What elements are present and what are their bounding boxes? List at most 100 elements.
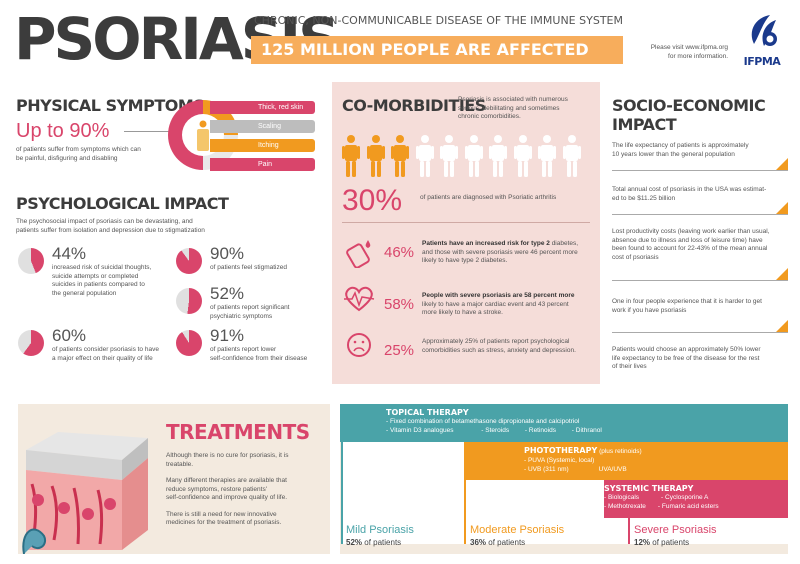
mild-stat: 52% of patients [346, 538, 401, 547]
socio-item-1-l1: The life expectancy of patients is appro… [612, 142, 749, 149]
photo-uvb: - UVB (311 nm) [524, 466, 569, 473]
symptom-bar-2: Scaling [210, 120, 315, 133]
socio-item-5: Patients would choose an approximately 5… [612, 346, 788, 372]
topical-retinoids: - Retinoids [524, 427, 556, 434]
psych-desc-5: of patients report lower self-confidence … [210, 346, 307, 363]
socio-item-4-l1: One in four people experience that it is… [612, 298, 762, 305]
comorb-text-2: People with severe psoriasis are 58 perc… [422, 292, 574, 318]
comorb-text-2-line-1: People with severe psoriasis are 58 perc… [422, 292, 574, 301]
moderate-text: of patients [488, 538, 526, 547]
ifpma-logo-icon [751, 15, 777, 46]
ifpma-logo-text: IFPMA [743, 55, 781, 68]
person-icon [440, 135, 458, 177]
person-icon [513, 135, 532, 177]
topical-dithranol: - Dithranol [571, 427, 602, 434]
ifpma-logo[interactable]: IFPMA [740, 12, 788, 68]
psych-desc-3-l1: of patients report significant [210, 304, 290, 311]
comorb-intro-line-2: serious, debilitating and sometimes [458, 104, 560, 112]
systemic-band [628, 480, 788, 518]
psych-desc-5-l2: self-confidence from their disease [210, 354, 308, 362]
comorb-normal-1: diabetes, [549, 240, 579, 247]
symptom-bar-4: Pain [210, 158, 315, 171]
socio-divider-1 [612, 170, 788, 171]
comorb-text-2-l2: likely to have a major cardiac event and… [422, 300, 569, 308]
topical-text: TOPICAL THERAPY - Fixed combination of b… [386, 408, 602, 435]
treatments-p2-line-3: self-confidence and improve quality of l… [166, 494, 288, 501]
severe-label: Severe Psoriasis [634, 524, 717, 536]
photo-note: (plus retinoids) [599, 448, 642, 455]
comorb-text-2-l3: more likely to have a stroke. [422, 309, 503, 316]
photo-text: PHOTOTHERAPY (plus retinoids) - PUVA (Sy… [524, 446, 642, 474]
moderate-stat: 36% of patients [470, 538, 525, 547]
comorb-text-1-l2: and those with severe psoriasis were 46 … [422, 248, 578, 256]
person-icon [489, 135, 507, 177]
moderate-column-line [464, 442, 466, 544]
systemic-cyclosporine: - Cyclosporine A [661, 494, 709, 501]
psych-desc-2-l1: of patients feel stigmatized [210, 264, 287, 271]
person-icon [464, 135, 483, 177]
psych-pie-3 [176, 288, 202, 314]
comorb-text-1-l3: likely to have type 2 diabetes. [422, 257, 508, 264]
physical-connector [124, 131, 174, 132]
topical-line-1: - Fixed combination of betamethasone dip… [386, 418, 580, 425]
socio-item-4: One in four people experience that it is… [612, 298, 788, 315]
photo-line-2: - UVB (311 nm) UVA/UVB [524, 465, 642, 474]
socio-corner-4 [776, 320, 788, 332]
person-icon [366, 135, 385, 177]
physical-heading: PHYSICAL SYMPTOMS [16, 96, 205, 115]
socio-item-5-l2: life expectancy to be free of the diseas… [612, 354, 760, 362]
pa-text: of patients are diagnosed with Psoriatic… [420, 194, 557, 201]
psych-heading: PSYCHOLOGICAL IMPACT [16, 194, 229, 213]
psych-desc-1-l2: suicide attempts or completed [52, 272, 139, 280]
physical-desc: of patients suffer from symptoms which c… [16, 146, 141, 163]
mild-pct: 52% [346, 538, 363, 547]
comorb-bold-2: People with severe psoriasis are 58 perc… [422, 292, 575, 299]
psych-pct-1: 44% [52, 244, 87, 263]
severe-text: of patients [652, 538, 690, 547]
photo-band [464, 442, 788, 480]
socio-item-3-l4: cost of psoriasis [612, 253, 659, 261]
socio-item-1-l2: 10 years lower than the general populati… [612, 150, 735, 158]
treatments-heading: TREATMENTS [166, 420, 310, 444]
socio-heading: SOCIO-ECONOMIC IMPACT [612, 96, 766, 134]
comorb-bold-1: Patients have an increased risk for type… [422, 240, 550, 247]
psych-pie-2 [176, 248, 202, 274]
pa-percent: 30% [342, 184, 403, 217]
person-icon [415, 135, 434, 177]
page-subtitle: CHRONIC, NON-COMMUNICABLE DISEASE OF THE… [254, 14, 623, 27]
socio-item-1: The life expectancy of patients is appro… [612, 142, 788, 159]
comorb-intro: Psoriasis is associated with numerous se… [458, 96, 568, 122]
socio-item-3-l2: absence due to illness and loss of leisu… [612, 236, 763, 244]
sad-face-icon [346, 332, 372, 363]
comorb-divider [342, 222, 590, 223]
socio-item-4-l2: work if you have psoriasis [612, 306, 687, 314]
topical-vitamin: - Vitamin D3 analogues [386, 427, 454, 434]
systemic-biologicals: - Biologicals [604, 494, 640, 501]
mild-column-bg [343, 442, 464, 544]
treatments-p3-line-2: medicines for the treatment of psoriasis… [166, 519, 282, 526]
socio-corner-2 [776, 202, 788, 214]
socio-item-5-l3: of their lives [612, 363, 647, 370]
comorb-text-1-line-1: Patients have an increased risk for type… [422, 240, 578, 249]
socio-corner-3 [776, 268, 788, 280]
comorb-pct-2: 58% [384, 296, 415, 313]
topical-line-2: - Vitamin D3 analogues - Steroids - Reti… [386, 426, 602, 435]
skin-illustration [18, 404, 158, 559]
psych-pie-1 [18, 248, 44, 274]
psych-pct-4: 60% [52, 326, 87, 345]
psych-pct-2: 90% [210, 244, 245, 263]
psych-desc-1-l1: increased risk of suicidal thoughts, [52, 264, 152, 271]
socio-item-5-l1: Patients would choose an approximately 5… [612, 346, 761, 353]
topical-title: TOPICAL THERAPY [386, 408, 469, 417]
socio-divider-4 [612, 332, 788, 333]
psych-desc-5-l1: of patients report lower [210, 346, 277, 353]
moderate-column-bg [466, 480, 628, 544]
psych-pie-5 [176, 330, 202, 356]
heartbeat-icon [342, 286, 376, 317]
psych-desc-4-l1: of patients consider psoriasis to have [52, 346, 159, 353]
photo-uva: UVA/UVB [598, 466, 627, 473]
photo-title: PHOTOTHERAPY [524, 446, 598, 455]
comorb-intro-line-1: Psoriasis is associated with numerous [458, 96, 568, 103]
psych-pct-3: 52% [210, 284, 245, 303]
physical-desc-line-1: of patients suffer from symptoms which c… [16, 146, 141, 153]
